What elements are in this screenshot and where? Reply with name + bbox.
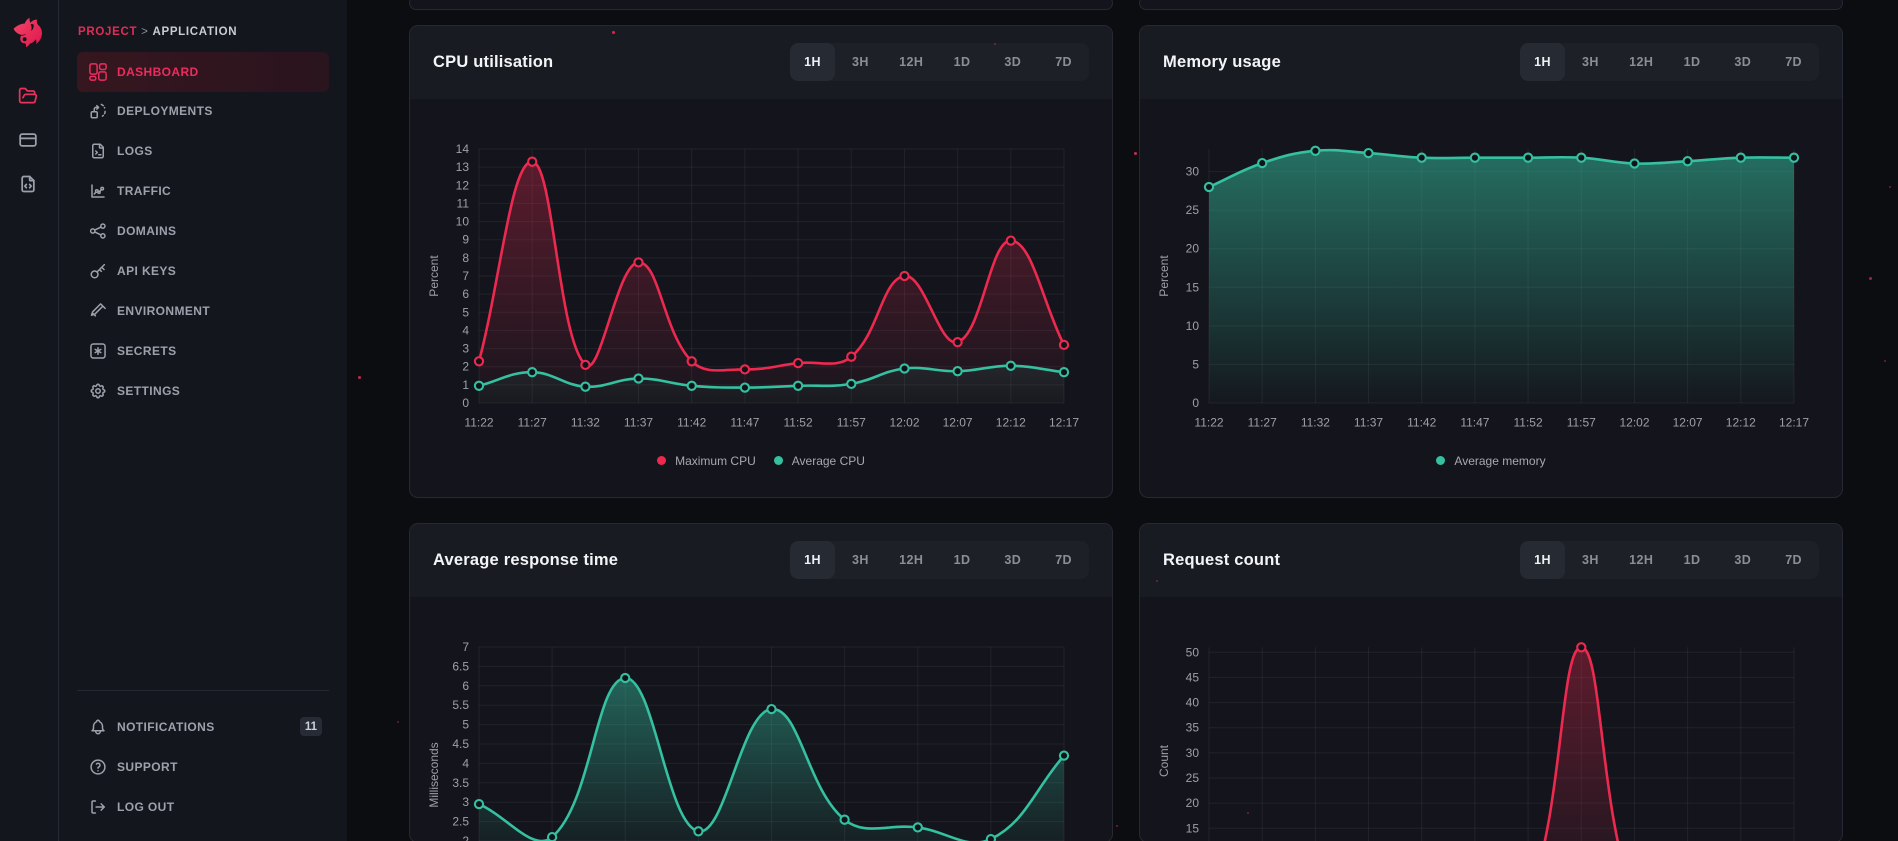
svg-text:11:27: 11:27 <box>518 416 547 430</box>
svg-text:11:32: 11:32 <box>571 416 600 430</box>
svg-text:25: 25 <box>1186 771 1200 785</box>
svg-text:7: 7 <box>462 640 469 654</box>
svg-text:15: 15 <box>1186 280 1200 294</box>
svg-text:2.5: 2.5 <box>452 815 469 829</box>
svg-text:11:42: 11:42 <box>677 416 706 430</box>
svg-text:11:37: 11:37 <box>1354 416 1383 430</box>
svg-text:50: 50 <box>1186 645 1200 659</box>
svg-text:11: 11 <box>457 196 470 210</box>
svg-text:12:02: 12:02 <box>889 416 919 430</box>
svg-text:11:57: 11:57 <box>837 416 866 430</box>
svg-text:12:02: 12:02 <box>1619 416 1649 430</box>
svg-text:4: 4 <box>462 323 469 337</box>
svg-text:10: 10 <box>1186 319 1200 333</box>
svg-text:8: 8 <box>462 251 469 265</box>
svg-text:30: 30 <box>1186 165 1200 179</box>
svg-text:45: 45 <box>1186 670 1200 684</box>
svg-text:4.5: 4.5 <box>452 737 469 751</box>
svg-text:Count: Count <box>1157 744 1171 777</box>
svg-text:12:07: 12:07 <box>1673 416 1703 430</box>
svg-text:3: 3 <box>462 342 469 356</box>
svg-text:6: 6 <box>462 679 469 693</box>
svg-text:20: 20 <box>1186 796 1200 810</box>
svg-text:11:42: 11:42 <box>1407 416 1436 430</box>
svg-text:4: 4 <box>462 756 469 770</box>
svg-text:0: 0 <box>462 396 469 410</box>
svg-text:5: 5 <box>462 305 469 319</box>
svg-text:11:37: 11:37 <box>624 416 653 430</box>
svg-text:12:12: 12:12 <box>1726 416 1756 430</box>
svg-text:11:57: 11:57 <box>1567 416 1596 430</box>
svg-text:11:52: 11:52 <box>1514 416 1543 430</box>
svg-text:14: 14 <box>456 142 470 156</box>
svg-text:5: 5 <box>462 718 469 732</box>
svg-text:20: 20 <box>1186 242 1200 256</box>
svg-text:3.5: 3.5 <box>452 776 469 790</box>
svg-text:1: 1 <box>462 378 469 392</box>
svg-text:5.5: 5.5 <box>452 698 469 712</box>
svg-text:7: 7 <box>462 269 469 283</box>
svg-text:12:07: 12:07 <box>943 416 973 430</box>
svg-text:30: 30 <box>1186 746 1200 760</box>
svg-text:11:47: 11:47 <box>1460 416 1489 430</box>
svg-text:11:22: 11:22 <box>1194 416 1223 430</box>
svg-text:3: 3 <box>462 795 469 809</box>
svg-text:12: 12 <box>456 178 470 192</box>
svg-text:40: 40 <box>1186 696 1200 710</box>
svg-text:11:22: 11:22 <box>464 416 493 430</box>
svg-text:10: 10 <box>456 215 470 229</box>
svg-text:9: 9 <box>462 233 469 247</box>
svg-text:0: 0 <box>1192 396 1199 410</box>
svg-text:6: 6 <box>462 287 469 301</box>
svg-text:11:52: 11:52 <box>784 416 813 430</box>
svg-text:12:12: 12:12 <box>996 416 1026 430</box>
svg-text:25: 25 <box>1186 203 1200 217</box>
svg-text:11:47: 11:47 <box>730 416 759 430</box>
svg-text:11:27: 11:27 <box>1248 416 1277 430</box>
svg-text:2: 2 <box>462 834 469 841</box>
svg-text:35: 35 <box>1186 721 1200 735</box>
svg-text:12:17: 12:17 <box>1049 416 1079 430</box>
svg-text:Percent: Percent <box>427 255 441 297</box>
svg-text:6.5: 6.5 <box>452 659 469 673</box>
svg-text:Milliseconds: Milliseconds <box>427 742 441 807</box>
svg-text:13: 13 <box>456 160 470 174</box>
svg-text:15: 15 <box>1186 821 1200 835</box>
svg-text:2: 2 <box>462 360 469 374</box>
svg-text:Percent: Percent <box>1157 255 1171 297</box>
svg-text:5: 5 <box>1192 357 1199 371</box>
svg-text:11:32: 11:32 <box>1301 416 1330 430</box>
svg-text:12:17: 12:17 <box>1779 416 1809 430</box>
